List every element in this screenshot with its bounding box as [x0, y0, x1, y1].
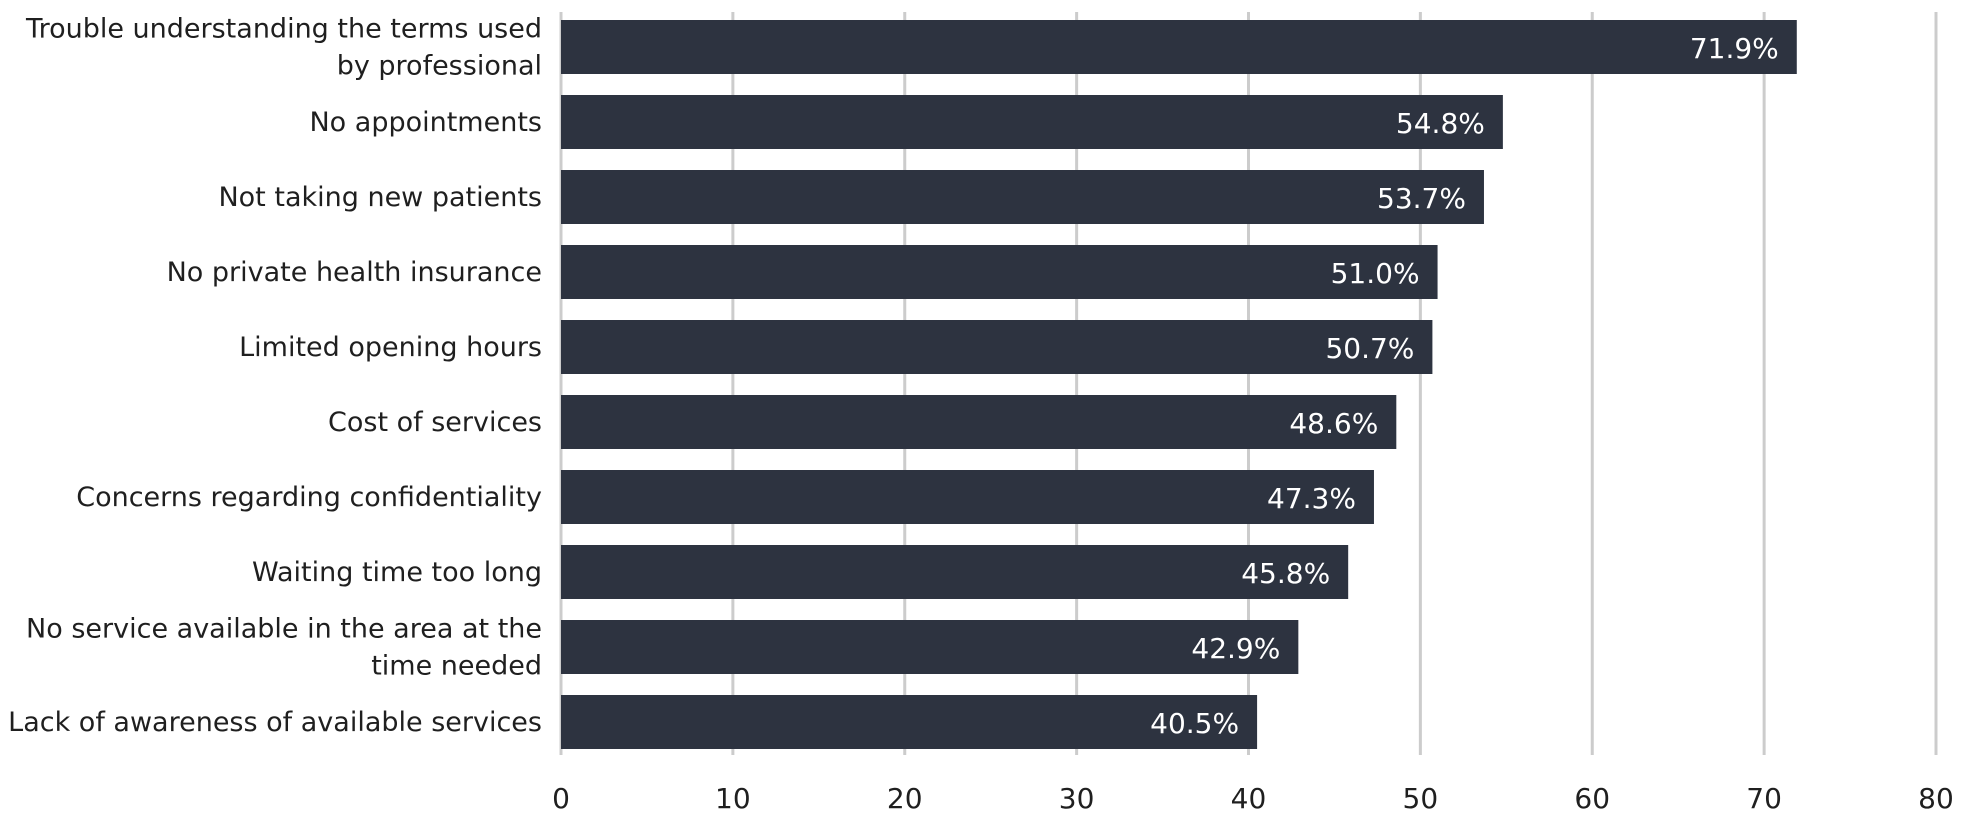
data-label-1: 71.9% [1690, 32, 1779, 65]
bar-4 [561, 245, 1438, 299]
category-label-9: No service available in the area at the t… [26, 614, 542, 682]
category-label-1: Trouble understanding the terms used by p… [25, 14, 542, 82]
data-label-5: 50.7% [1325, 332, 1414, 365]
x-tick-label-40: 40 [1231, 782, 1267, 815]
bar-8 [561, 545, 1349, 599]
x-tick-label-80: 80 [1918, 782, 1954, 815]
bar-2 [561, 95, 1503, 149]
bar-5 [561, 320, 1433, 374]
bar-10 [561, 695, 1258, 749]
data-label-2: 54.8% [1396, 107, 1485, 140]
data-label-3: 53.7% [1377, 182, 1466, 215]
x-tick-label-30: 30 [1059, 782, 1095, 815]
bar-3 [561, 170, 1484, 224]
bar-7 [561, 470, 1374, 524]
bars: 71.9% 54.8% 53.7% 51.0% 50.7% 48.6% 47.3% 45.8%… [561, 20, 1797, 749]
bar-1 [561, 20, 1797, 74]
bar-9 [561, 620, 1299, 674]
x-tick-label-0: 0 [552, 782, 570, 815]
x-axis-tick-labels: 0 10 20 30 40 50 60 70 80 [552, 782, 1954, 815]
data-label-6: 48.6% [1289, 407, 1378, 440]
category-label-5: Limited opening hours [239, 332, 542, 363]
category-label-4: No private health insurance [167, 257, 542, 288]
category-label-6: Cost of services [328, 407, 542, 438]
bar-6 [561, 395, 1397, 449]
category-label-3: Not taking new patients [218, 182, 542, 213]
x-tick-label-60: 60 [1574, 782, 1610, 815]
category-label-10: Lack of awareness of available services [8, 707, 542, 738]
x-tick-label-70: 70 [1746, 782, 1782, 815]
x-tick-label-10: 10 [715, 782, 751, 815]
data-label-7: 47.3% [1267, 482, 1356, 515]
category-label-7: Concerns regarding confidentiality [76, 482, 542, 513]
category-label-8: Waiting time too long [252, 557, 542, 588]
x-tick-label-50: 50 [1403, 782, 1439, 815]
x-tick-label-20: 20 [887, 782, 923, 815]
data-label-9: 42.9% [1191, 632, 1280, 665]
data-label-10: 40.5% [1150, 707, 1239, 740]
category-labels: Trouble understanding the terms used by p… [8, 14, 542, 739]
category-label-2: No appointments [309, 107, 542, 138]
data-label-4: 51.0% [1331, 257, 1420, 290]
data-label-8: 45.8% [1241, 557, 1330, 590]
